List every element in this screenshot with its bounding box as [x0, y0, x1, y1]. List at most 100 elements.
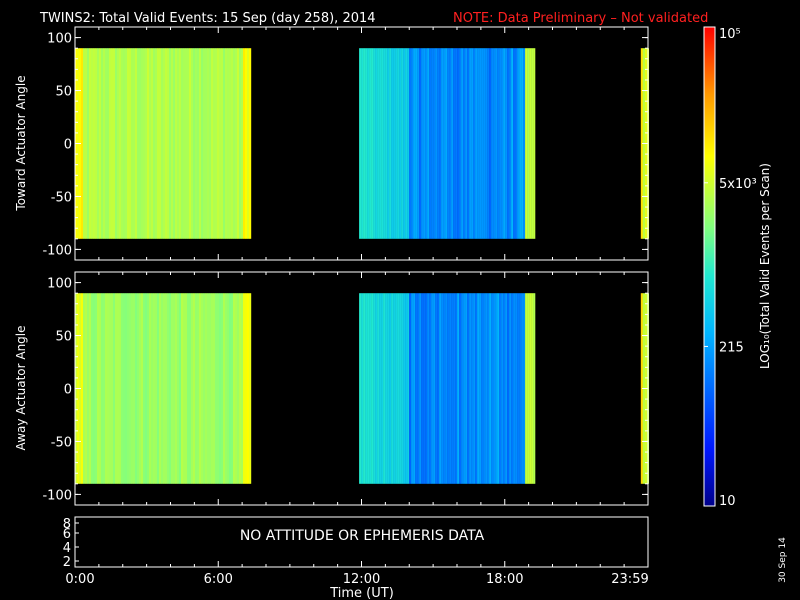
away-heatmap-column: [87, 293, 90, 484]
toward-heatmap-column: [363, 48, 366, 239]
toward-heatmap-column: [531, 48, 534, 239]
away-heatmap-column: [421, 293, 424, 484]
toward-heatmap-column: [151, 48, 154, 239]
toward-heatmap-column: [217, 48, 220, 239]
toward-heatmap-column: [137, 48, 140, 239]
toward-y-tick-label: 100: [47, 32, 72, 47]
attitude-y-tick-label: 4: [63, 541, 71, 556]
away-heatmap-column: [91, 293, 94, 484]
away-heatmap-column: [473, 293, 476, 484]
toward-heatmap-column: [109, 48, 112, 239]
toward-heatmap-column: [189, 48, 192, 239]
toward-heatmap-column: [485, 48, 488, 239]
toward-heatmap-column: [231, 48, 234, 239]
away-heatmap-column: [507, 293, 510, 484]
toward-heatmap-column: [429, 48, 432, 239]
away-heatmap-column: [371, 293, 374, 484]
date-stamp: 30 Sep 14: [778, 537, 788, 583]
toward-y-tick-label: -100: [42, 243, 72, 258]
away-heatmap-column: [483, 293, 486, 484]
toward-heatmap-column: [159, 48, 162, 239]
toward-heatmap-column: [175, 48, 178, 239]
away-heatmap-column: [369, 293, 372, 484]
toward-heatmap-column: [511, 48, 514, 239]
away-heatmap-column: [83, 293, 86, 484]
toward-heatmap-column: [527, 48, 530, 239]
toward-heatmap-column: [87, 48, 90, 239]
attitude-y-tick-label: 2: [63, 555, 71, 570]
away-heatmap-column: [481, 293, 484, 484]
toward-heatmap-column: [439, 48, 442, 239]
away-heatmap-column: [469, 293, 472, 484]
away-heatmap-column: [223, 293, 226, 484]
toward-heatmap-column: [91, 48, 94, 239]
toward-heatmap-column: [431, 48, 434, 239]
away-heatmap-column: [439, 293, 442, 484]
away-heatmap-column: [379, 293, 382, 484]
away-heatmap-column: [127, 293, 130, 484]
away-heatmap-column: [640, 293, 643, 484]
away-heatmap-column: [459, 293, 462, 484]
time-tick-label: 18:00: [486, 572, 523, 587]
away-heatmap-column: [245, 293, 248, 484]
away-heatmap-column: [81, 293, 84, 484]
time-tick-label: 0:00: [65, 572, 94, 587]
colorbar-label: LOG₁₀(Total Valid Events per Scan): [758, 163, 772, 369]
toward-heatmap-column: [233, 48, 236, 239]
toward-heatmap-column: [375, 48, 378, 239]
toward-heatmap-column: [209, 48, 212, 239]
away-heatmap-column: [161, 293, 164, 484]
away-heatmap-column: [385, 293, 388, 484]
away-heatmap-column: [249, 293, 252, 484]
toward-heatmap-column: [457, 48, 460, 239]
away-heatmap-column: [139, 293, 142, 484]
away-heatmap-column: [487, 293, 490, 484]
toward-heatmap-column: [459, 48, 462, 239]
toward-heatmap-column: [147, 48, 150, 239]
toward-heatmap-column: [183, 48, 186, 239]
toward-heatmap-segment: [75, 48, 252, 239]
toward-heatmap-column: [463, 48, 466, 239]
away-heatmap-column: [365, 293, 368, 484]
away-heatmap-column: [169, 293, 172, 484]
toward-heatmap-column: [519, 48, 522, 239]
away-y-tick-label: 100: [47, 277, 72, 292]
toward-heatmap-column: [417, 48, 420, 239]
away-heatmap-column: [491, 293, 494, 484]
away-heatmap-column: [373, 293, 376, 484]
toward-heatmap-column: [161, 48, 164, 239]
away-heatmap-column: [235, 293, 238, 484]
away-heatmap-column: [85, 293, 88, 484]
toward-heatmap-column: [481, 48, 484, 239]
away-heatmap-column: [387, 293, 390, 484]
toward-heatmap-column: [413, 48, 416, 239]
away-heatmap-column: [101, 293, 104, 484]
away-heatmap-column: [187, 293, 190, 484]
toward-heatmap-column: [405, 48, 408, 239]
toward-heatmap-column: [361, 48, 364, 239]
away-heatmap-column: [247, 293, 250, 484]
toward-y-tick-label: -50: [51, 190, 72, 205]
toward-heatmap-column: [365, 48, 368, 239]
away-heatmap-column: [241, 293, 244, 484]
toward-heatmap-column: [207, 48, 210, 239]
away-heatmap-column: [207, 293, 210, 484]
away-heatmap-column: [117, 293, 120, 484]
toward-heatmap-column: [171, 48, 174, 239]
away-heatmap-column: [109, 293, 112, 484]
away-heatmap-column: [389, 293, 392, 484]
toward-heatmap-column: [397, 48, 400, 239]
toward-heatmap-column: [225, 48, 228, 239]
toward-heatmap-column: [373, 48, 376, 239]
away-heatmap-column: [143, 293, 146, 484]
toward-heatmap-column: [403, 48, 406, 239]
toward-heatmap-column: [503, 48, 506, 239]
toward-heatmap-column: [85, 48, 88, 239]
away-heatmap-column: [157, 293, 160, 484]
toward-heatmap-column: [491, 48, 494, 239]
away-heatmap-column: [445, 293, 448, 484]
toward-heatmap-column: [383, 48, 386, 239]
away-heatmap-column: [105, 293, 108, 484]
toward-heatmap-column: [103, 48, 106, 239]
toward-heatmap-column: [215, 48, 218, 239]
